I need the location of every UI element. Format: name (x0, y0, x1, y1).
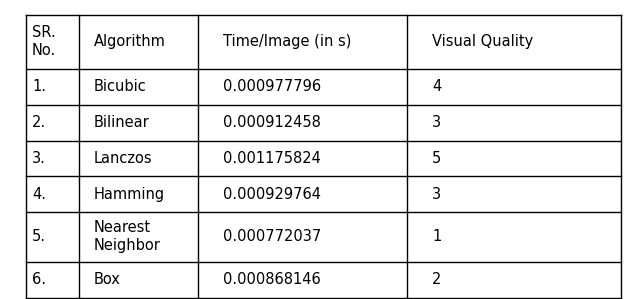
Text: 3: 3 (432, 115, 442, 130)
Text: 2.: 2. (32, 115, 46, 130)
Text: 2: 2 (432, 272, 442, 287)
Text: 0.000977796: 0.000977796 (223, 79, 321, 94)
Text: 1.: 1. (32, 79, 46, 94)
Text: 0.000912458: 0.000912458 (223, 115, 321, 130)
Text: 6.: 6. (32, 272, 46, 287)
Text: Visual Quality: Visual Quality (432, 34, 534, 49)
Text: 0.000868146: 0.000868146 (223, 272, 321, 287)
Text: 5: 5 (432, 151, 442, 166)
Text: Hamming: Hamming (93, 187, 164, 202)
Text: 0.000929764: 0.000929764 (223, 187, 321, 202)
Text: 1: 1 (432, 229, 442, 245)
Text: Bilinear: Bilinear (93, 115, 149, 130)
Text: 4: 4 (432, 79, 442, 94)
Text: 3: 3 (432, 187, 442, 202)
Text: Lanczos: Lanczos (93, 151, 152, 166)
Text: Algorithm: Algorithm (93, 34, 165, 49)
Text: 5.: 5. (32, 229, 46, 245)
Text: 4.: 4. (32, 187, 46, 202)
Text: 0.001175824: 0.001175824 (223, 151, 321, 166)
Text: Nearest
Neighbor: Nearest Neighbor (93, 220, 161, 254)
Text: Bicubic: Bicubic (93, 79, 146, 94)
Text: 3.: 3. (32, 151, 46, 166)
Text: 0.000772037: 0.000772037 (223, 229, 321, 245)
Text: SR.
No.: SR. No. (32, 25, 56, 58)
Text: Time/Image (in s): Time/Image (in s) (223, 34, 351, 49)
Text: Box: Box (93, 272, 120, 287)
